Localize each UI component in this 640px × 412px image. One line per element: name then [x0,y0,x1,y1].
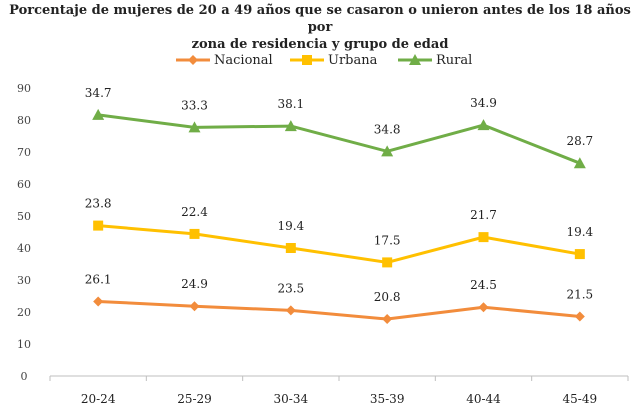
y-tick-label: 20 [17,306,31,319]
legend-label-nacional: Nacional [214,53,273,68]
data-label-nacional: 24.5 [470,278,497,292]
data-point-rural [381,145,394,157]
data-label-nacional: 23.5 [277,281,304,295]
data-point-nacional [285,305,296,316]
x-tick-label: 40-44 [466,392,501,406]
data-label-rural: 34.8 [374,122,401,136]
data-point-rural [573,157,586,169]
data-point-nacional [93,296,104,307]
series-line-rural [97,113,581,165]
data-label-urbana: 23.8 [85,197,112,211]
data-label-nacional: 24.9 [181,277,208,291]
data-label-rural: 33.3 [181,98,208,112]
x-tick-label: 30-34 [274,392,309,406]
x-tick-label: 20-24 [81,392,116,406]
data-point-rural [477,119,490,131]
x-tick-label: 45-49 [563,392,598,406]
y-tick-label: 30 [17,274,31,287]
x-tick-label: 25-29 [177,392,212,406]
y-tick-label: 70 [17,146,31,159]
data-point-urbana [382,257,393,268]
y-tick-label: 10 [17,338,31,351]
data-point-urbana [478,232,489,243]
data-point-rural [92,108,105,120]
x-tick-label: 35-39 [370,392,405,406]
data-label-urbana: 22.4 [181,205,208,219]
data-point-urbana [93,220,104,231]
data-label-rural: 34.9 [470,96,497,110]
y-tick-label: 80 [17,114,31,127]
legend-label-urbana: Urbana [328,53,378,68]
legend-marker-urbana [302,55,312,65]
data-point-nacional [574,311,585,322]
y-tick-label: 40 [17,242,31,255]
legend-marker-rural [409,54,421,65]
data-label-rural: 38.1 [277,97,304,111]
data-point-urbana [285,243,296,253]
series-line-urbana [98,224,581,264]
data-point-urbana [574,249,585,260]
y-tick-label: 60 [17,178,31,191]
data-point-rural [188,121,201,133]
data-label-nacional: 20.8 [374,290,401,304]
chart-title-line-2: zona de residencia y grupo de edad [191,37,449,52]
data-label-nacional: 21.5 [566,287,593,301]
data-label-urbana: 19.4 [566,225,593,239]
data-label-rural: 34.7 [85,86,112,100]
chart-title: Porcentaje de mujeres de 20 a 49 años qu… [0,2,640,53]
data-point-nacional [189,301,200,312]
legend-label-rural: Rural [436,53,472,68]
data-label-rural: 28.7 [566,134,593,148]
legend-marker-nacional [188,55,198,65]
y-tick-label: 0 [21,370,28,383]
series-line-nacional [98,299,580,321]
data-point-urbana [189,228,200,239]
data-point-nacional [478,302,489,313]
data-point-rural [284,120,297,132]
data-label-nacional: 26.1 [85,272,112,286]
chart-title-line-1: Porcentaje de mujeres de 20 a 49 años qu… [9,3,631,35]
y-tick-label: 90 [17,82,31,95]
data-point-nacional [382,314,393,325]
data-label-urbana: 21.7 [470,208,497,222]
data-label-urbana: 19.4 [277,219,304,233]
data-label-urbana: 17.5 [374,233,401,247]
y-tick-label: 50 [17,210,31,223]
